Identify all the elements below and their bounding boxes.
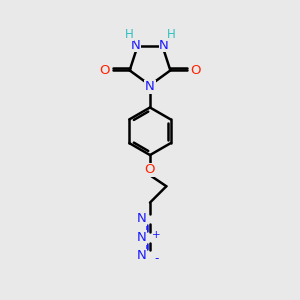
Text: O: O — [190, 64, 200, 77]
Text: +: + — [152, 230, 161, 240]
Text: N: N — [145, 80, 155, 93]
Text: H: H — [167, 28, 175, 40]
Text: -: - — [154, 252, 159, 265]
Text: N: N — [159, 39, 169, 52]
Text: N: N — [131, 39, 141, 52]
Text: N: N — [137, 231, 147, 244]
Text: H: H — [125, 28, 134, 40]
Text: O: O — [100, 64, 110, 77]
Text: O: O — [145, 164, 155, 176]
Text: N: N — [137, 249, 147, 262]
Text: N: N — [137, 212, 147, 226]
